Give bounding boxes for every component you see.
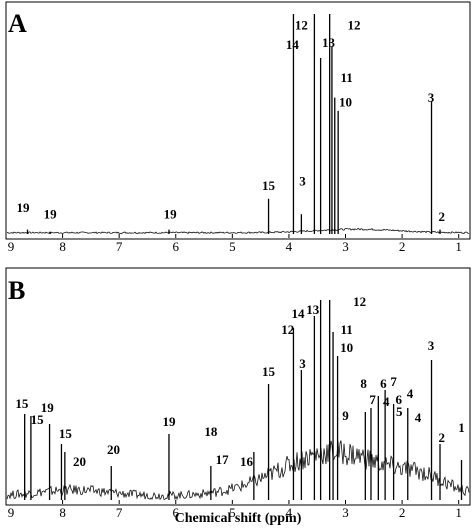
peak-label: 19 [16, 200, 30, 215]
peak-label: 15 [31, 412, 45, 427]
peak-label: 13 [306, 302, 320, 317]
peak-label: 12 [295, 17, 308, 32]
peak-label: 5 [396, 404, 403, 419]
peak-label: 4 [407, 386, 414, 401]
x-tick-label: 3 [342, 505, 349, 520]
peak-label: 19 [162, 414, 176, 429]
peak-label: 7 [390, 374, 397, 389]
x-tick-label: 4 [286, 239, 293, 254]
peak-label: 7 [369, 392, 376, 407]
x-tick-label: 8 [59, 505, 66, 520]
peak-label: 15 [15, 396, 29, 411]
peak-label: 9 [342, 408, 349, 423]
peak-label: 17 [216, 452, 230, 467]
x-tick-label: 8 [59, 239, 66, 254]
peak-label: 8 [360, 376, 367, 391]
peak-label: 19 [164, 207, 178, 222]
x-tick-label: 3 [342, 239, 349, 254]
peak-label: 19 [44, 207, 58, 222]
peak-label: 6 [395, 392, 402, 407]
peak-label: 2 [438, 209, 445, 224]
x-tick-label: 6 [173, 239, 180, 254]
x-tick-label: 6 [173, 505, 180, 520]
peak-label: 4 [415, 410, 422, 425]
panel-a-x-axis: 9 8 7 6 5 4 3 2 1 [5, 234, 462, 254]
panel-b-spectrum-trace [6, 440, 470, 501]
panel-a-peaks [26, 14, 441, 234]
panel-a-letter: A [8, 9, 27, 38]
panel-a-spectrum-trace [6, 227, 469, 235]
panel-a-peak-labels: 12 12 14 13 11 10 3 15 3 19 19 19 2 [16, 17, 444, 223]
x-tick-label: 1 [455, 239, 462, 254]
panel-a-frame [5, 1, 471, 240]
peak-label: 10 [339, 94, 352, 109]
x-tick-label: 5 [229, 505, 236, 520]
peak-label: 12 [348, 17, 361, 32]
peak-label: 11 [340, 70, 352, 85]
peak-label: 11 [340, 322, 352, 337]
peak-label: 16 [240, 454, 254, 469]
peak-label: 15 [59, 426, 73, 441]
x-axis-title: Chemical shift (ppm) [175, 511, 302, 526]
peak-label: 15 [262, 364, 276, 379]
panel-b-x-axis: 9 8 7 6 5 4 3 2 1 [5, 500, 462, 520]
peak-label: 19 [41, 400, 55, 415]
peak-label: 14 [286, 37, 300, 52]
peak-label: 3 [299, 356, 306, 371]
peak-label: 12 [353, 294, 366, 309]
peak-label: 10 [340, 340, 353, 355]
x-tick-label: 2 [399, 239, 406, 254]
x-tick-label: 1 [455, 505, 462, 520]
panel-b-peaks [24, 300, 463, 500]
x-tick-label: 7 [116, 239, 123, 254]
panel-b-letter: B [8, 276, 25, 305]
panel-b-frame [5, 267, 471, 506]
peak-label: 4 [383, 394, 390, 409]
peak-label: 3 [428, 90, 435, 105]
x-tick-label: 7 [116, 505, 123, 520]
peak-label: 15 [262, 178, 276, 193]
peak-label: 12 [281, 322, 294, 337]
x-tick-label: 4 [286, 505, 293, 520]
x-tick-label: 9 [8, 239, 15, 254]
peak-label: 14 [291, 306, 305, 321]
peak-label: 3 [299, 174, 306, 189]
peak-label: 20 [107, 442, 120, 457]
peak-label: 3 [428, 338, 435, 353]
x-tick-label: 2 [399, 505, 406, 520]
peak-label: 1 [458, 420, 465, 435]
peak-label: 18 [204, 424, 218, 439]
peak-label: 20 [73, 454, 86, 469]
peak-label: 6 [380, 376, 387, 391]
peak-label: 13 [322, 35, 336, 50]
peak-label: 2 [438, 430, 445, 445]
x-tick-label: 5 [229, 239, 236, 254]
x-tick-label: 9 [8, 505, 15, 520]
